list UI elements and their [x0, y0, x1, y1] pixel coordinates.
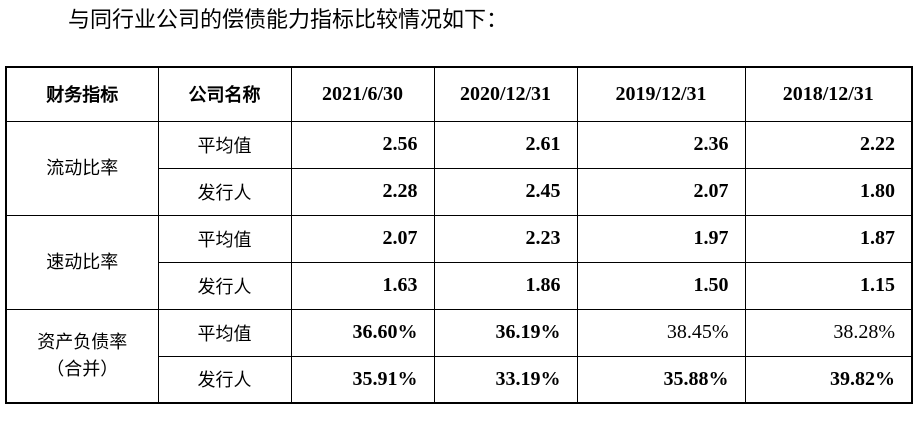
header-date-2020-12-31: 2020/12/31: [433, 66, 578, 122]
value-cell: 2.23: [433, 214, 578, 263]
value-cell: 38.28%: [744, 308, 913, 357]
company-cell: 平均值: [157, 214, 292, 263]
table-row: 速动比率 平均值 2.07 2.23 1.97 1.87: [5, 214, 913, 310]
indicator-label: （合并）: [46, 358, 119, 380]
indicator-label: 资产负债率: [37, 331, 128, 353]
value-cell: 39.82%: [744, 355, 913, 404]
company-cell: 平均值: [157, 120, 292, 169]
table-body: 流动比率 平均值 2.56 2.61 2.36 2.22 发行人 2.28 2.45 2.07 1.…: [5, 120, 913, 404]
table-row: 资产负债率 （合并） 平均值 36.60% 36.19% 38.45% 38.28%: [5, 308, 913, 404]
header-company: 公司名称: [157, 66, 292, 122]
value-cell: 2.28: [290, 167, 435, 216]
indicator-cell: 速动比率: [5, 214, 159, 310]
value-cell: 35.91%: [290, 355, 435, 404]
value-cell: 1.15: [744, 261, 913, 310]
value-cell: 35.88%: [576, 355, 746, 404]
value-cell: 36.19%: [433, 308, 578, 357]
company-cell: 发行人: [157, 261, 292, 310]
intro-text: 与同行业公司的偿债能力指标比较情况如下：: [68, 8, 509, 33]
value-cell: 38.45%: [576, 308, 746, 357]
table-header-row: 财务指标 公司名称 2021/6/30 2020/12/31 2019/12/3…: [5, 66, 913, 122]
table-row: 发行人 1.63 1.86 1.50 1.15: [6, 261, 913, 310]
company-cell: 平均值: [157, 308, 292, 357]
value-cell: 2.22: [744, 120, 913, 169]
header-date-2019-12-31: 2019/12/31: [576, 66, 746, 122]
table-row: 发行人 35.91% 33.19% 35.88% 39.82%: [6, 355, 913, 404]
indicator-label: 速动比率: [46, 251, 119, 273]
header-date-2018-12-31: 2018/12/31: [744, 66, 913, 122]
value-cell: 33.19%: [433, 355, 578, 404]
solvency-comparison-table: 财务指标 公司名称 2021/6/30 2020/12/31 2019/12/3…: [5, 66, 913, 404]
value-cell: 2.56: [290, 120, 435, 169]
value-cell: 36.60%: [290, 308, 435, 357]
value-cell: 1.87: [744, 214, 913, 263]
value-cell: 1.63: [290, 261, 435, 310]
header-indicator: 财务指标: [5, 66, 159, 122]
value-cell: 2.07: [290, 214, 435, 263]
value-cell: 2.36: [576, 120, 746, 169]
value-cell: 1.80: [744, 167, 913, 216]
table-row: 发行人 2.28 2.45 2.07 1.80: [6, 167, 913, 216]
value-cell: 2.07: [576, 167, 746, 216]
header-date-2021-6-30: 2021/6/30: [290, 66, 435, 122]
indicator-cell: 流动比率: [5, 120, 159, 216]
indicator-label: 流动比率: [46, 157, 119, 179]
indicator-cell: 资产负债率 （合并）: [5, 308, 159, 404]
company-cell: 发行人: [157, 355, 292, 404]
value-cell: 2.45: [433, 167, 578, 216]
table-row: 流动比率 平均值 2.56 2.61 2.36 2.22: [5, 120, 913, 216]
value-cell: 1.50: [576, 261, 746, 310]
value-cell: 2.61: [433, 120, 578, 169]
company-cell: 发行人: [157, 167, 292, 216]
value-cell: 1.97: [576, 214, 746, 263]
value-cell: 1.86: [433, 261, 578, 310]
